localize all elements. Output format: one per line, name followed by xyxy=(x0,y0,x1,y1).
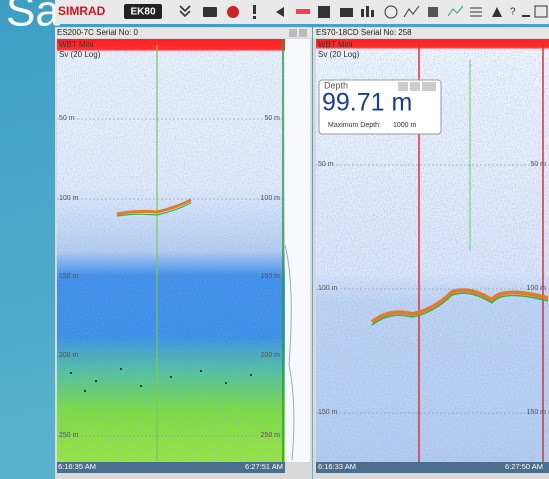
depth-label: 200 m xyxy=(59,352,79,359)
svg-text:?: ? xyxy=(510,7,516,18)
depth-label: 100 m xyxy=(59,195,79,202)
depth-label: 150 m xyxy=(59,273,79,280)
depth-label: 100 m xyxy=(527,285,547,292)
echogram-panel: ES70-18CD Serial No: 258 6:16:33 AM 6:27… xyxy=(313,27,549,479)
transceiver: WBT Mini xyxy=(318,40,353,49)
depth-label: 100 m xyxy=(261,195,281,202)
echogram-panel: ES200-7C Serial No: 0 6:16:35 AM 6:27:51… xyxy=(55,27,312,479)
depth-value: 99.71 m xyxy=(322,89,412,117)
panel-title: ES200-7C Serial No: 0 xyxy=(57,28,138,37)
product: EK80 xyxy=(130,7,155,18)
desktop-text: Sa xyxy=(6,0,60,36)
depth-label: 100 m xyxy=(318,285,338,292)
brand: SIMRAD xyxy=(58,4,106,18)
depth-label: 250 m xyxy=(261,432,281,439)
depth-label: 50 m xyxy=(530,161,546,168)
mode: Sv (20 Log) xyxy=(318,50,360,59)
mode: Sv (20 Log) xyxy=(59,50,101,59)
start-time: 6:16:35 AM xyxy=(58,462,96,471)
depth-label: 150 m xyxy=(527,409,547,416)
depth-label: 200 m xyxy=(261,352,281,359)
depth-label: 150 m xyxy=(318,409,338,416)
depth-box[interactable]: Depth 99.71 m Maximum Depth: 1000 m xyxy=(319,80,441,134)
depth-label: 50 m xyxy=(318,161,334,168)
depth-label: 150 m xyxy=(261,273,281,280)
max-depth-value: 1000 m xyxy=(393,122,417,129)
screen: Sa SIMRAD EK80 ? ES200-7C Serial No: 0 xyxy=(0,0,549,479)
panel-title: ES70-18CD Serial No: 258 xyxy=(316,28,412,37)
depth-label: 250 m xyxy=(59,432,79,439)
max-depth-label: Maximum Depth: xyxy=(328,122,381,129)
depth-label: 50 m xyxy=(264,115,280,122)
end-time: 6:27:51 AM xyxy=(245,462,283,471)
end-time: 6:27:50 AM xyxy=(505,462,543,471)
transceiver: WBT Mini xyxy=(59,40,94,49)
depth-label: 50 m xyxy=(59,115,75,122)
start-time: 6:16:33 AM xyxy=(318,462,356,471)
